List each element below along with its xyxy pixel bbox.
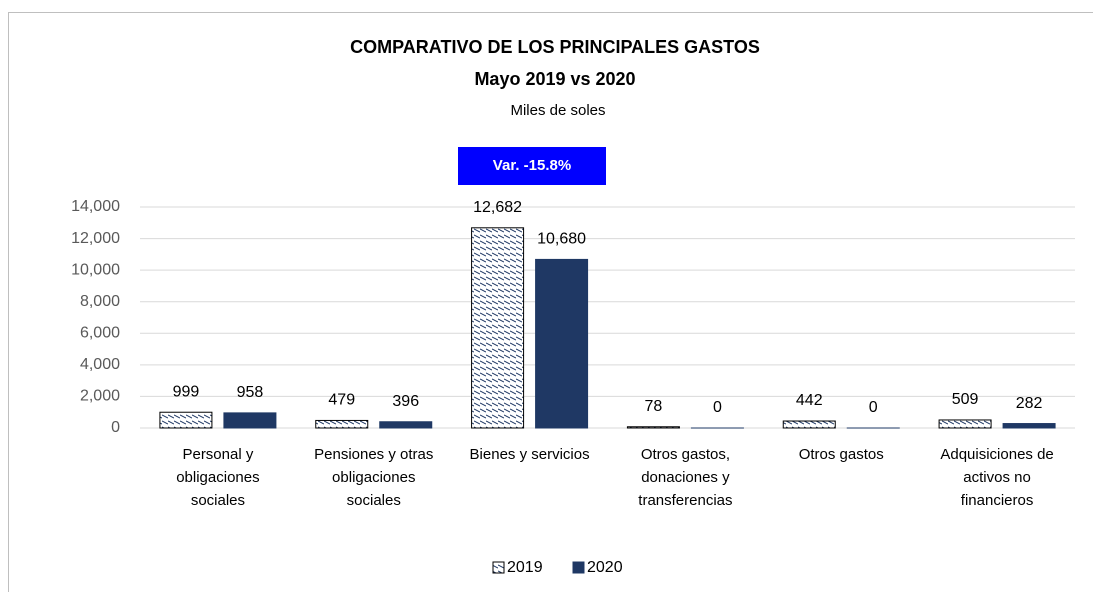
x-tick-label: Bienes y servicios [470, 446, 590, 463]
bar [379, 421, 433, 429]
legend-swatch [572, 561, 585, 574]
bar [471, 227, 525, 429]
value-label: 78 [645, 398, 663, 415]
y-tick-label: 12,000 [71, 230, 120, 247]
x-tick-label: Personal y obligaciones sociales [176, 446, 259, 509]
y-tick-label: 14,000 [71, 198, 120, 215]
y-tick-label: 8,000 [80, 293, 120, 310]
value-label: 0 [713, 399, 722, 416]
y-tick-label: 10,000 [71, 261, 120, 278]
bar [782, 420, 836, 429]
bar [1002, 423, 1056, 429]
y-tick-label: 4,000 [80, 356, 120, 373]
x-tick-label: Adquisiciones de activos no financieros [940, 446, 1053, 509]
x-tick-label: Otros gastos, donaciones y transferencias [638, 446, 732, 509]
value-label: 12,682 [473, 199, 522, 216]
bar [159, 411, 213, 429]
bar [938, 419, 992, 429]
value-label: 958 [237, 384, 264, 401]
y-tick-label: 2,000 [80, 388, 120, 405]
value-label: 509 [952, 391, 979, 408]
chart-title: COMPARATIVO DE LOS PRINCIPALES GASTOS [350, 37, 760, 57]
chart-frame [8, 12, 1093, 592]
bar [315, 419, 369, 429]
y-tick-label: 6,000 [80, 325, 120, 342]
x-tick-label: Otros gastos [799, 446, 884, 463]
legend-label: 2020 [587, 559, 623, 576]
value-label: 0 [869, 399, 878, 416]
value-label: 396 [392, 393, 419, 410]
legend-label: 2019 [507, 559, 543, 576]
chart-subtitle: Mayo 2019 vs 2020 [474, 69, 635, 89]
value-label: 282 [1016, 395, 1043, 412]
value-label: 10,680 [537, 231, 586, 248]
value-label: 479 [328, 392, 355, 409]
x-tick-label: Pensiones y otras obligaciones sociales [314, 446, 433, 509]
bar [626, 426, 680, 429]
y-tick-label: 0 [111, 419, 120, 436]
unit-label: Miles de soles [510, 102, 605, 119]
value-label: 442 [796, 392, 823, 409]
value-label: 999 [173, 383, 200, 400]
bar [535, 258, 589, 429]
bar [223, 412, 277, 429]
annotation-box [458, 147, 606, 185]
annotation: Var. -15.8% [493, 157, 571, 174]
legend-swatch [492, 561, 505, 574]
